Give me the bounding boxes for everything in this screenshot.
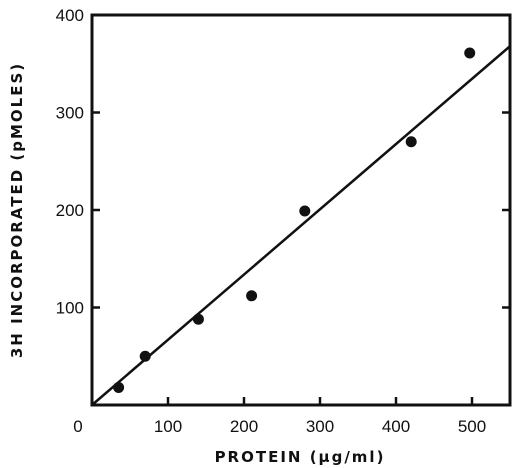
x-tick-label: 400 [382, 417, 410, 436]
x-tick-label: 0 [73, 417, 82, 436]
data-point [192, 313, 204, 325]
data-point [299, 205, 311, 217]
fit-line-group [91, 45, 511, 406]
data-point [464, 47, 476, 59]
data-points [113, 47, 476, 393]
y-axis-title: 3H INCORPORATED (pMOLES) [8, 62, 26, 358]
x-tick-label: 100 [154, 417, 182, 436]
data-point [139, 350, 151, 362]
x-tick-label: 500 [458, 417, 486, 436]
y-tick-label: 200 [56, 201, 84, 220]
x-tick-label: 300 [306, 417, 334, 436]
data-point [113, 381, 125, 393]
data-point [405, 136, 417, 148]
x-axis-title: PROTEIN (µg/ml) [215, 448, 386, 466]
fit-line [91, 45, 511, 406]
y-tick-label: 400 [56, 6, 84, 25]
tick-marks [92, 13, 510, 405]
y-tick-label: 300 [56, 104, 84, 123]
x-tick-label: 200 [230, 417, 258, 436]
data-point [246, 290, 258, 302]
y-tick-label: 100 [56, 299, 84, 318]
y-tick-labels: 100 200 300 400 [56, 6, 84, 318]
x-tick-labels: 0 100 200 300 400 500 [73, 417, 486, 436]
